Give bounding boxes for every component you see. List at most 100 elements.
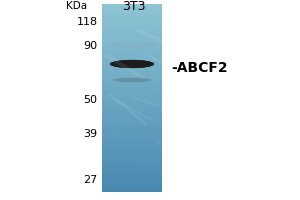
- Bar: [102, 105, 162, 106]
- Bar: [102, 100, 162, 101]
- Bar: [102, 157, 162, 158]
- Ellipse shape: [112, 60, 152, 68]
- Bar: [102, 88, 162, 89]
- Bar: [102, 23, 162, 24]
- Bar: [102, 47, 162, 48]
- Bar: [102, 57, 162, 58]
- Ellipse shape: [114, 61, 150, 67]
- Bar: [102, 101, 162, 102]
- Ellipse shape: [110, 60, 154, 68]
- Ellipse shape: [110, 60, 154, 68]
- Bar: [102, 68, 162, 69]
- Bar: [102, 182, 162, 183]
- Bar: [102, 191, 162, 192]
- Bar: [102, 186, 162, 187]
- Bar: [102, 141, 162, 142]
- Bar: [102, 188, 162, 189]
- Bar: [102, 162, 162, 163]
- Bar: [102, 26, 162, 27]
- Bar: [102, 161, 162, 162]
- Bar: [102, 80, 162, 81]
- Bar: [102, 45, 162, 46]
- Ellipse shape: [114, 61, 150, 67]
- Ellipse shape: [116, 62, 148, 66]
- Bar: [102, 94, 162, 95]
- Bar: [102, 41, 162, 42]
- Bar: [102, 99, 162, 100]
- Bar: [102, 35, 162, 36]
- Bar: [102, 112, 162, 113]
- Bar: [102, 64, 162, 65]
- Bar: [102, 129, 162, 130]
- Bar: [102, 90, 162, 91]
- Bar: [102, 155, 162, 156]
- Bar: [102, 130, 162, 131]
- Bar: [102, 84, 162, 85]
- Bar: [102, 10, 162, 11]
- Bar: [102, 36, 162, 37]
- Bar: [102, 137, 162, 138]
- Bar: [102, 117, 162, 118]
- Bar: [102, 4, 162, 5]
- Bar: [102, 111, 162, 112]
- Bar: [102, 159, 162, 160]
- Bar: [102, 149, 162, 150]
- Bar: [102, 138, 162, 139]
- Bar: [102, 133, 162, 134]
- Bar: [102, 44, 162, 45]
- Ellipse shape: [110, 60, 154, 68]
- Bar: [102, 67, 162, 68]
- Bar: [102, 79, 162, 80]
- Bar: [102, 21, 162, 22]
- Text: 3T3: 3T3: [122, 0, 145, 12]
- Ellipse shape: [112, 61, 152, 67]
- Ellipse shape: [113, 78, 151, 82]
- Ellipse shape: [113, 61, 151, 67]
- Bar: [102, 85, 162, 86]
- Bar: [102, 154, 162, 155]
- Bar: [102, 6, 162, 7]
- Bar: [102, 75, 162, 76]
- Bar: [102, 126, 162, 127]
- Bar: [102, 50, 162, 51]
- Ellipse shape: [112, 61, 152, 67]
- Bar: [102, 132, 162, 133]
- Bar: [102, 115, 162, 116]
- Bar: [102, 176, 162, 177]
- Bar: [102, 142, 162, 143]
- Text: 50: 50: [83, 95, 98, 105]
- Bar: [102, 18, 162, 19]
- Bar: [102, 139, 162, 140]
- Bar: [102, 143, 162, 144]
- Ellipse shape: [112, 61, 152, 67]
- Bar: [102, 34, 162, 35]
- Bar: [102, 86, 162, 87]
- Ellipse shape: [109, 43, 110, 44]
- Bar: [102, 71, 162, 72]
- Ellipse shape: [114, 61, 150, 67]
- Bar: [102, 98, 162, 99]
- Bar: [102, 69, 162, 70]
- Ellipse shape: [123, 12, 124, 13]
- Bar: [102, 60, 162, 61]
- Bar: [102, 28, 162, 29]
- Bar: [102, 58, 162, 59]
- Bar: [102, 153, 162, 154]
- Bar: [102, 119, 162, 120]
- Bar: [102, 185, 162, 186]
- Bar: [102, 72, 162, 73]
- Ellipse shape: [123, 100, 125, 101]
- Bar: [102, 66, 162, 67]
- Ellipse shape: [113, 61, 151, 67]
- Bar: [102, 168, 162, 169]
- Bar: [102, 27, 162, 28]
- Bar: [102, 42, 162, 43]
- Bar: [102, 173, 162, 174]
- Bar: [102, 14, 162, 15]
- Ellipse shape: [122, 153, 124, 154]
- Ellipse shape: [113, 61, 151, 67]
- Bar: [102, 70, 162, 71]
- Bar: [102, 125, 162, 126]
- Bar: [102, 184, 162, 185]
- Bar: [102, 51, 162, 52]
